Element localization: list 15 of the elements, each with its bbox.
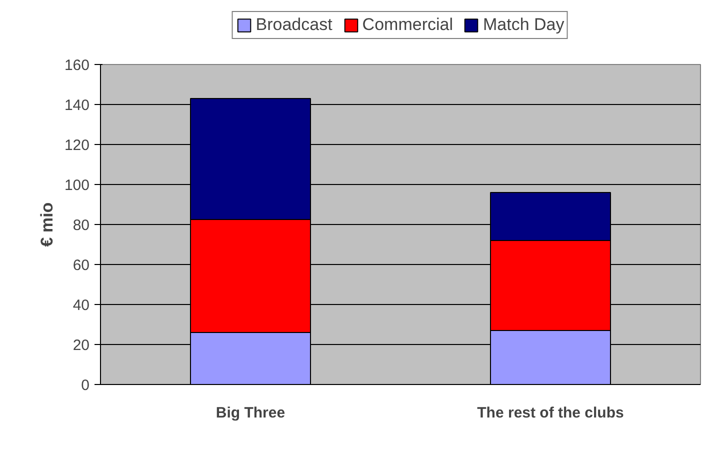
legend-label: Commercial	[362, 15, 453, 35]
legend-label: Broadcast	[256, 15, 332, 35]
y-tick-label: 0	[81, 377, 90, 394]
y-tick-label: 80	[72, 217, 90, 234]
y-tick-label: 140	[64, 97, 90, 114]
y-tick-label: 100	[64, 177, 90, 194]
y-tick-label: 40	[72, 297, 90, 314]
legend-label: Match Day	[482, 15, 564, 35]
y-tick-label: 60	[72, 257, 90, 274]
x-tick-label: The rest of the clubs	[477, 404, 624, 422]
y-tick-label: 160	[64, 57, 90, 74]
y-axis-title: € mio	[37, 202, 56, 247]
y-tick-label: 20	[72, 337, 90, 354]
y-tick-label: 120	[64, 137, 90, 154]
x-tick-label: Big Three	[216, 404, 286, 422]
